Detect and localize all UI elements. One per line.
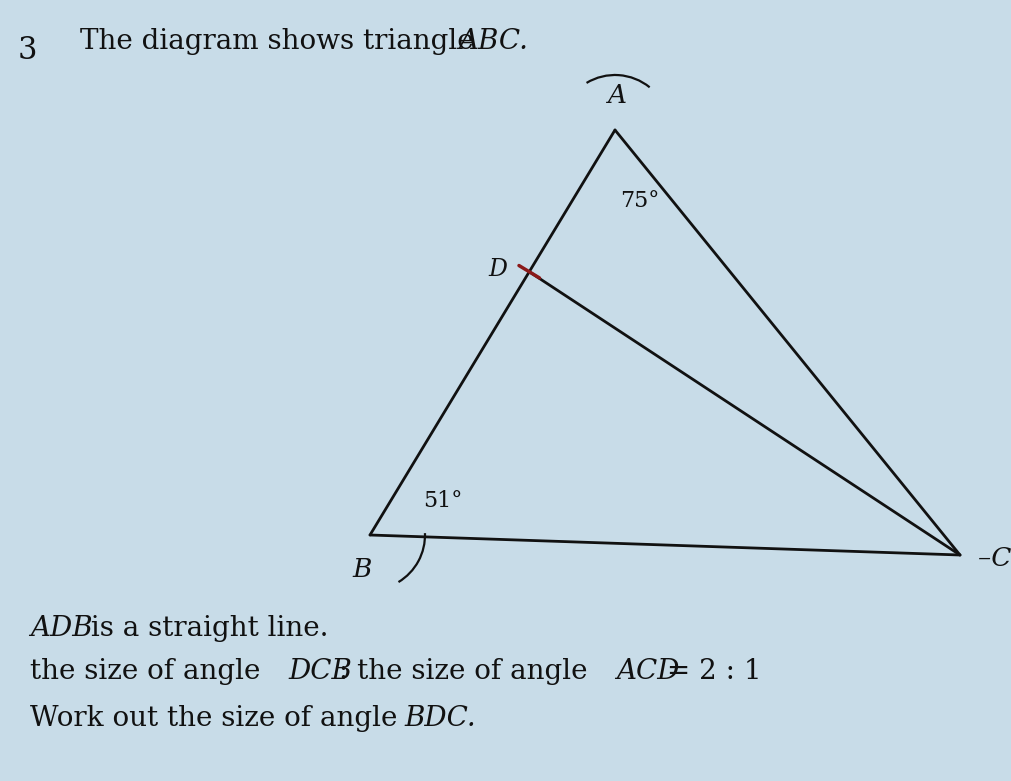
- Text: DCB: DCB: [288, 658, 352, 685]
- Text: The diagram shows triangle: The diagram shows triangle: [80, 28, 482, 55]
- Text: ADB: ADB: [30, 615, 93, 642]
- Text: ACD: ACD: [616, 658, 678, 685]
- Text: is a straight line.: is a straight line.: [82, 615, 329, 642]
- Text: –C: –C: [977, 547, 1010, 572]
- Text: 75°: 75°: [620, 191, 658, 212]
- Text: A: A: [607, 83, 626, 108]
- Text: 3: 3: [18, 35, 37, 66]
- Text: B: B: [352, 557, 371, 582]
- Text: BDC.: BDC.: [403, 705, 475, 732]
- Text: ABC.: ABC.: [458, 28, 528, 55]
- Text: 51°: 51°: [423, 490, 462, 512]
- Text: Work out the size of angle: Work out the size of angle: [30, 705, 405, 732]
- Text: : the size of angle: : the size of angle: [330, 658, 595, 685]
- Text: = 2 : 1: = 2 : 1: [657, 658, 761, 685]
- Text: the size of angle: the size of angle: [30, 658, 269, 685]
- Text: D: D: [487, 259, 507, 281]
